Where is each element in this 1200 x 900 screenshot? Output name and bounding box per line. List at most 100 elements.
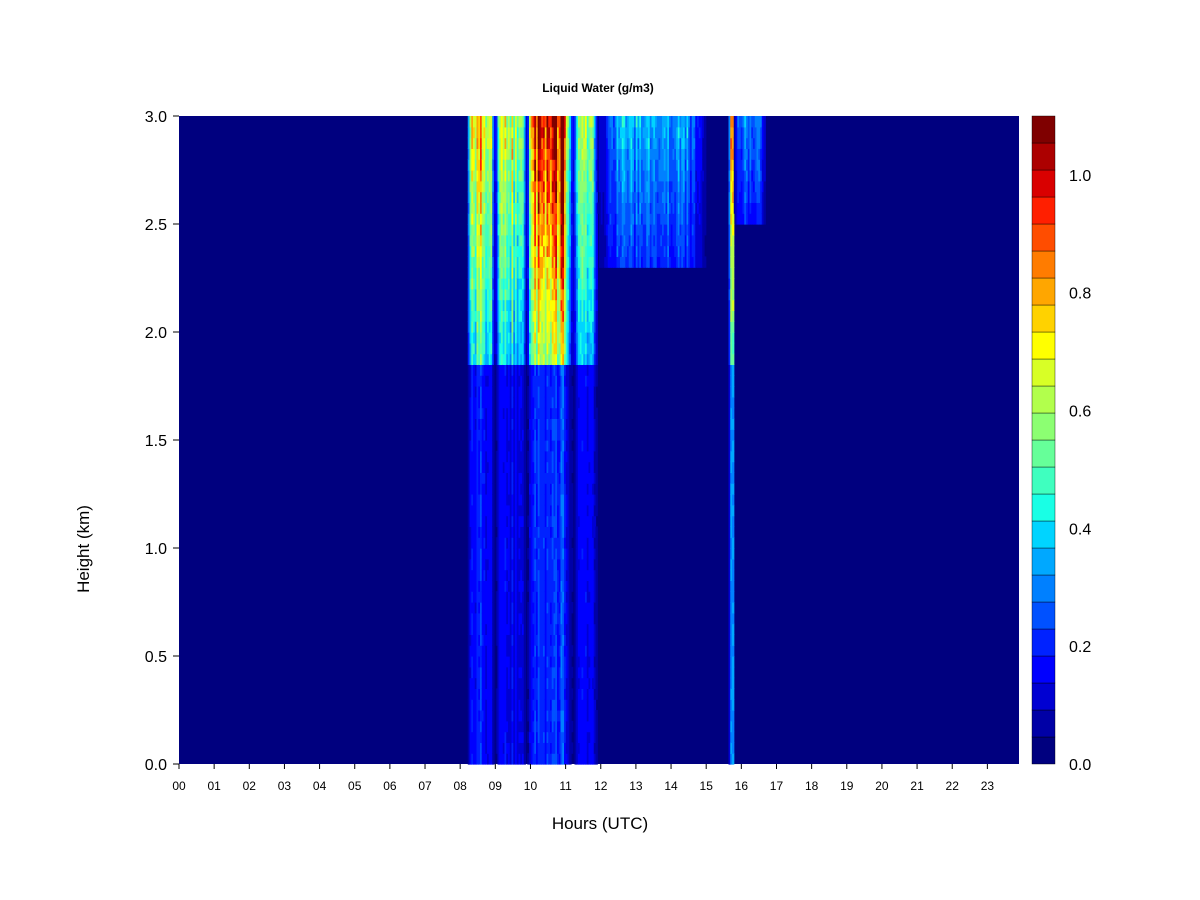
heatmap-cell [467, 580, 471, 592]
heatmap-cell [488, 656, 492, 668]
heatmap-cell [518, 126, 521, 139]
heatmap-cell [488, 321, 492, 333]
heatmap-cell [522, 148, 525, 160]
heatmap-cell [546, 461, 549, 473]
heatmap-cell [480, 418, 483, 430]
heatmap-cell [497, 710, 500, 722]
heatmap-cell [569, 418, 572, 430]
heatmap-cell [508, 126, 511, 139]
heatmap-cell [599, 148, 602, 160]
heatmap-cell [546, 213, 549, 225]
heatmap-cell [471, 429, 474, 441]
heatmap-cell [562, 353, 565, 365]
heatmap-cell [553, 224, 556, 236]
heatmap-cell [467, 429, 471, 441]
heatmap-cell [583, 245, 586, 257]
heatmap-cell [569, 278, 572, 290]
heatmap-cell [553, 580, 556, 592]
heatmap-cell [527, 666, 530, 679]
heatmap-cell [569, 245, 572, 257]
heatmap-cell [513, 526, 516, 538]
heatmap-cell [529, 450, 532, 463]
heatmap-cell [616, 137, 619, 149]
heatmap-cell [558, 612, 562, 625]
heatmap-cell [544, 407, 548, 419]
heatmap-cell [471, 299, 474, 311]
heatmap-cell [509, 310, 513, 322]
heatmap-cell [527, 364, 530, 376]
heatmap-cell [585, 450, 588, 463]
heatmap-cell [592, 483, 595, 495]
heatmap-cell [546, 656, 549, 668]
heatmap-cell [473, 472, 476, 484]
heatmap-cell [541, 569, 544, 581]
heatmap-cell [548, 364, 551, 376]
heatmap-cell [539, 256, 542, 268]
heatmap-cell [683, 116, 686, 128]
heatmap-cell [511, 472, 514, 484]
heatmap-cell [660, 180, 663, 193]
heatmap-cell [574, 612, 577, 625]
heatmap-cell [557, 504, 560, 517]
heatmap-cell [530, 602, 534, 614]
heatmap-cell [569, 699, 572, 711]
heatmap-cell [593, 321, 597, 333]
heatmap-cell [473, 450, 476, 463]
heatmap-cell [593, 375, 597, 387]
heatmap-cell [574, 710, 577, 722]
heatmap-cell [588, 299, 591, 311]
heatmap-cell [641, 116, 644, 128]
heatmap-cell [537, 710, 541, 722]
heatmap-cell [553, 731, 556, 743]
heatmap-cell [515, 742, 518, 754]
heatmap-cell [562, 602, 565, 614]
heatmap-cell [670, 148, 674, 160]
heatmap-cell [625, 148, 628, 160]
heatmap-cell [553, 245, 556, 257]
heatmap-cell [504, 375, 507, 387]
heatmap-cell [474, 375, 478, 387]
heatmap-cell [476, 504, 479, 517]
heatmap-cell [557, 299, 560, 311]
heatmap-cell [676, 180, 679, 193]
heatmap-cell [586, 558, 590, 571]
heatmap-cell [522, 321, 525, 333]
heatmap-cell [532, 612, 535, 625]
heatmap-cell [590, 278, 593, 290]
heatmap-cell [522, 407, 525, 419]
heatmap-cell [539, 191, 542, 203]
heatmap-cell [476, 742, 479, 754]
heatmap-cell [614, 234, 618, 247]
heatmap-cell [548, 353, 551, 365]
heatmap-cell [515, 126, 518, 139]
heatmap-cell [522, 515, 525, 527]
heatmap-cell [511, 116, 514, 128]
heatmap-cell [478, 116, 481, 128]
heatmap-cell [551, 450, 555, 463]
heatmap-cell [469, 342, 472, 355]
heatmap-cell [487, 245, 490, 257]
heatmap-cell [574, 591, 577, 603]
heatmap-cell [534, 137, 537, 149]
heatmap-cell [565, 558, 569, 571]
heatmap-cell [511, 612, 514, 625]
heatmap-cell [525, 299, 528, 311]
heatmap-cell [527, 202, 530, 214]
heatmap-cell [579, 245, 583, 257]
heatmap-cell [564, 310, 567, 322]
heatmap-cell [488, 386, 492, 398]
heatmap-cell [532, 299, 535, 311]
heatmap-cell [480, 634, 483, 646]
heatmap-cell [529, 440, 532, 452]
heatmap-cell [488, 494, 492, 506]
heatmap-cell [590, 256, 593, 268]
heatmap-cell [501, 558, 504, 571]
heatmap-cell [474, 580, 478, 592]
heatmap-cell [562, 224, 565, 236]
heatmap-cell [527, 634, 530, 646]
heatmap-cell [488, 126, 492, 139]
heatmap-cell [558, 170, 562, 182]
heatmap-cell [534, 396, 537, 409]
heatmap-cell [539, 418, 542, 430]
heatmap-cell [546, 720, 549, 733]
